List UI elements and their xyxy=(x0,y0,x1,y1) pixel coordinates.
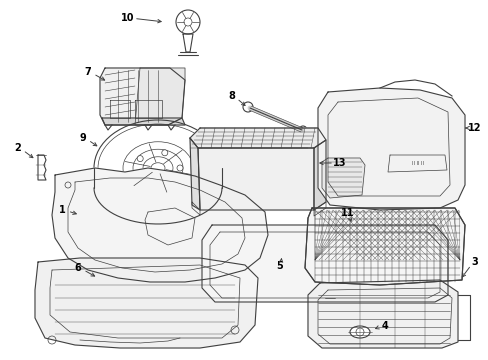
Polygon shape xyxy=(190,138,200,210)
Text: 9: 9 xyxy=(80,133,86,143)
Circle shape xyxy=(162,150,167,156)
Text: 10: 10 xyxy=(121,13,135,23)
Polygon shape xyxy=(100,68,184,125)
Text: 3: 3 xyxy=(470,257,477,267)
Circle shape xyxy=(137,174,143,180)
Polygon shape xyxy=(321,158,364,198)
Text: 8: 8 xyxy=(228,91,235,101)
Ellipse shape xyxy=(349,326,369,338)
Text: 7: 7 xyxy=(84,67,91,77)
Text: 2: 2 xyxy=(15,143,21,153)
Text: 6: 6 xyxy=(75,263,81,273)
Polygon shape xyxy=(198,148,313,210)
Polygon shape xyxy=(313,140,325,210)
Polygon shape xyxy=(202,225,447,302)
Text: II II II: II II II xyxy=(411,161,423,166)
Text: 11: 11 xyxy=(341,208,354,218)
Circle shape xyxy=(298,126,306,134)
Circle shape xyxy=(243,102,252,112)
Polygon shape xyxy=(52,168,267,282)
Text: 12: 12 xyxy=(468,123,481,133)
Polygon shape xyxy=(317,88,464,210)
Circle shape xyxy=(177,165,183,171)
Circle shape xyxy=(162,180,167,186)
Polygon shape xyxy=(135,68,184,125)
Polygon shape xyxy=(190,128,325,148)
Polygon shape xyxy=(35,258,258,348)
Text: 5: 5 xyxy=(276,261,283,271)
Text: 1: 1 xyxy=(59,205,65,215)
Polygon shape xyxy=(102,118,184,125)
Polygon shape xyxy=(305,208,464,285)
Circle shape xyxy=(137,156,143,162)
Text: 4: 4 xyxy=(381,321,387,331)
Polygon shape xyxy=(307,280,457,348)
Text: 13: 13 xyxy=(332,158,346,168)
